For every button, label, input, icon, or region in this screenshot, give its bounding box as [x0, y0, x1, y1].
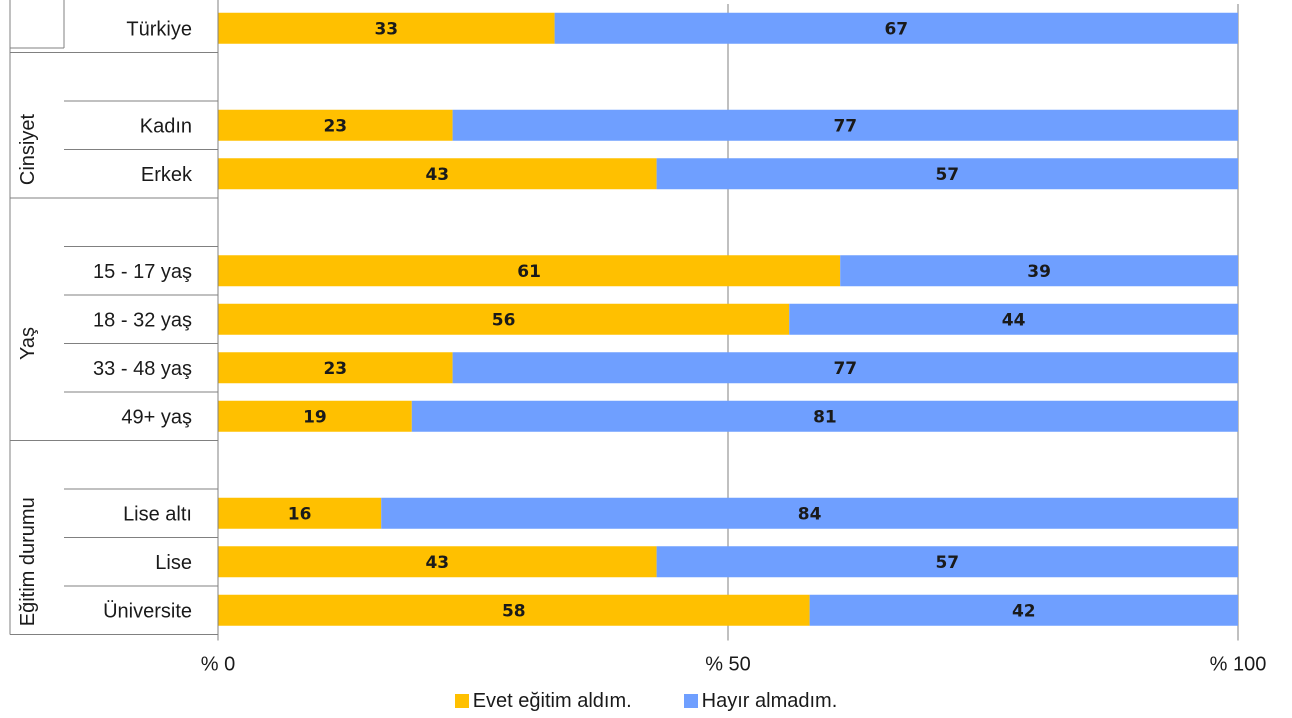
bar-hay-r-almad-m-49-ya [411, 400, 1238, 432]
legend-item-hayir: Hayır almadım. [683, 689, 838, 713]
data-label: 81 [813, 407, 837, 427]
bar-hay-r-almad-m-kad-n [452, 109, 1239, 141]
x-tick-label: % 0 [201, 654, 235, 676]
bar-hay-r-almad-m-lise-alt [381, 497, 1238, 529]
legend-swatch-evet [454, 694, 469, 708]
data-label: 23 [323, 116, 347, 136]
legend-label-hayir: Hayır almadım. [701, 689, 838, 712]
data-label: 23 [323, 359, 347, 379]
x-tick-label: % 100 [1210, 654, 1267, 676]
legend-label-evet: Evet eğitim aldım. [472, 689, 632, 712]
group-label-cinsiyet: Cinsiyet [17, 113, 39, 185]
data-label: 58 [502, 601, 526, 621]
data-label: 61 [517, 262, 541, 282]
bar-evet-e-itim-ald-m-lise-alt [218, 497, 382, 529]
stacked-bar-chart: % 0 % 50 % 100 Cinsiyet Yaş Eğitim durumu Türk… [9, 0, 1267, 676]
bar-hay-r-almad-m-t-rkiye [554, 12, 1238, 44]
bar-evet-e-itim-ald-m-15-17-ya [218, 255, 841, 287]
category-label-lise: Lise [155, 552, 192, 574]
group-label-ya: Yaş [17, 327, 39, 360]
bar-evet-e-itim-ald-m-t-rkiye [218, 12, 555, 44]
data-label: 43 [425, 553, 449, 573]
bar-evet-e-itim-ald-m-niversite [218, 594, 810, 626]
category-label-33-48-ya: 33 - 48 yaş [93, 358, 192, 380]
legend-swatch-hayir [683, 694, 698, 708]
category-label-erkek: Erkek [141, 164, 193, 186]
bar-hay-r-almad-m-erkek [656, 158, 1238, 190]
category-label-kad-n: Kadın [140, 115, 192, 137]
data-label: 19 [303, 407, 327, 427]
bar-hay-r-almad-m-lise [656, 546, 1238, 578]
bar-evet-e-itim-ald-m-erkek [218, 158, 657, 190]
data-label: 42 [1012, 601, 1036, 621]
bar-hay-r-almad-m-15-17-ya [840, 255, 1238, 287]
x-tick-label: % 50 [705, 654, 751, 676]
data-label: 57 [935, 165, 959, 185]
data-label: 44 [1002, 310, 1026, 330]
category-label-lise-alt: Lise altı [123, 503, 192, 525]
bar-evet-e-itim-ald-m-lise [218, 546, 657, 578]
bar-hay-r-almad-m-niversite [809, 594, 1238, 626]
category-label-t-rkiye: Türkiye [126, 18, 192, 40]
bar-evet-e-itim-ald-m-49-ya [218, 400, 412, 432]
data-label: 67 [884, 19, 908, 39]
bar-hay-r-almad-m-18-32-ya [789, 303, 1238, 335]
category-label-49-ya: 49+ yaş [121, 406, 192, 428]
category-label-niversite: Üniversite [103, 600, 192, 622]
category-label-15-17-ya: 15 - 17 yaş [93, 261, 192, 283]
data-label: 77 [833, 359, 857, 379]
bar-hay-r-almad-m-33-48-ya [452, 352, 1239, 384]
group-label-e-itim-durumu: Eğitim durumu [17, 497, 39, 626]
bar-evet-e-itim-ald-m-kad-n [218, 109, 453, 141]
legend: Evet eğitim aldım. Hayır almadım. [0, 688, 1292, 714]
bar-evet-e-itim-ald-m-18-32-ya [218, 303, 790, 335]
legend-item-evet: Evet eğitim aldım. [454, 689, 632, 713]
data-label: 43 [425, 165, 449, 185]
bar-evet-e-itim-ald-m-33-48-ya [218, 352, 453, 384]
data-label: 33 [374, 19, 398, 39]
data-label: 16 [288, 504, 312, 524]
data-label: 39 [1027, 262, 1051, 282]
data-label: 84 [798, 504, 822, 524]
data-label: 57 [935, 553, 959, 573]
data-label: 77 [833, 116, 857, 136]
category-label-18-32-ya: 18 - 32 yaş [93, 309, 192, 331]
data-label: 56 [492, 310, 516, 330]
